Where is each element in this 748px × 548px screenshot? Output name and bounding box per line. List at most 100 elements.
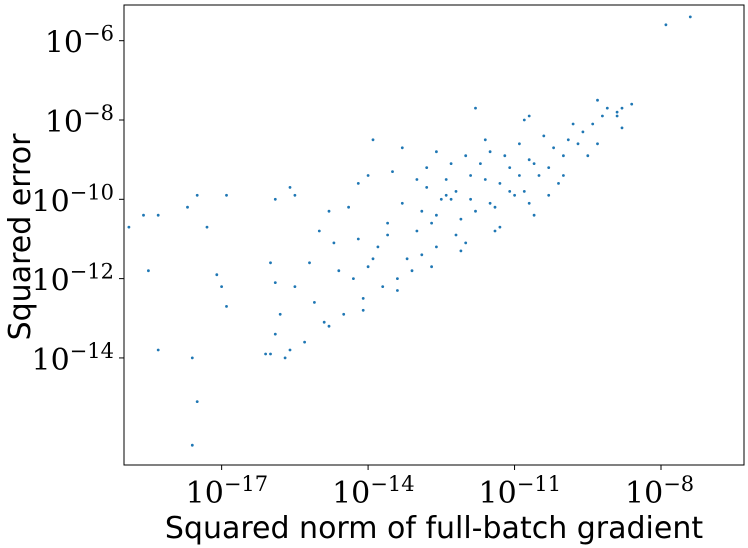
data-point-49 (415, 229, 419, 233)
data-point-34 (366, 174, 370, 177)
data-point-91 (557, 182, 560, 185)
data-point-68 (537, 174, 541, 177)
data-point-26 (278, 312, 282, 316)
data-point-69 (562, 154, 565, 158)
data-point-13 (156, 213, 160, 217)
data-point-51 (444, 193, 448, 197)
data-point-42 (332, 241, 336, 245)
data-point-92 (469, 174, 472, 177)
data-point-71 (586, 154, 590, 158)
data-point-89 (605, 106, 609, 110)
data-point-27 (156, 348, 160, 352)
data-point-101 (518, 142, 521, 146)
data-point-43 (308, 261, 311, 265)
data-point-18 (215, 273, 219, 277)
data-point-64 (522, 190, 526, 193)
data-point-99 (352, 277, 355, 280)
data-point-83 (283, 356, 287, 360)
data-point-113 (522, 118, 526, 122)
data-point-128 (562, 174, 565, 177)
data-point-115 (508, 190, 512, 193)
data-point-76 (435, 245, 438, 249)
data-point-124 (430, 265, 433, 269)
data-point-10 (225, 193, 228, 197)
data-point-60 (601, 114, 604, 118)
data-point-5 (596, 98, 599, 102)
data-point-95 (532, 213, 536, 217)
data-point-130 (615, 110, 619, 114)
data-point-31 (327, 209, 331, 213)
data-point-85 (400, 201, 404, 205)
data-point-77 (410, 269, 414, 273)
data-point-15 (205, 225, 209, 229)
data-point-0 (688, 15, 692, 19)
data-point-9 (273, 197, 277, 201)
data-point-112 (483, 138, 487, 142)
data-point-88 (542, 134, 546, 138)
data-point-129 (596, 142, 599, 146)
data-point-111 (269, 352, 272, 356)
data-point-122 (361, 308, 365, 312)
data-point-87 (503, 154, 507, 158)
data-point-110 (273, 332, 277, 336)
data-point-28 (190, 356, 194, 360)
data-point-53 (469, 197, 472, 201)
data-point-84 (264, 352, 267, 356)
data-point-19 (220, 285, 224, 288)
data-point-46 (386, 233, 389, 237)
data-point-96 (498, 225, 502, 229)
data-point-33 (356, 182, 360, 185)
data-point-107 (415, 178, 419, 181)
data-point-114 (449, 162, 453, 166)
data-point-116 (547, 193, 551, 197)
data-point-67 (474, 209, 477, 213)
y-tick-label-3: 10−12 (31, 260, 114, 299)
data-point-35 (371, 138, 375, 142)
data-point-74 (488, 201, 492, 205)
data-point-126 (493, 229, 497, 233)
data-point-97 (464, 241, 468, 245)
x-tick-label-1: 10−14 (332, 472, 415, 511)
y-tick-label-4: 10−14 (31, 339, 114, 378)
data-point-94 (391, 170, 394, 174)
data-point-123 (396, 289, 399, 292)
data-point-48 (430, 221, 433, 225)
data-point-21 (273, 281, 277, 284)
data-point-12 (186, 205, 189, 209)
data-point-104 (620, 126, 624, 130)
data-point-61 (591, 122, 595, 126)
data-point-40 (405, 257, 409, 261)
data-point-120 (288, 348, 292, 352)
data-point-70 (576, 142, 580, 146)
data-point-62 (518, 174, 521, 177)
data-point-121 (327, 324, 331, 328)
data-point-82 (303, 340, 306, 344)
data-point-22 (317, 229, 321, 233)
data-point-127 (527, 201, 531, 205)
y-axis-label: Squared error (3, 133, 38, 340)
data-point-50 (449, 197, 453, 201)
data-point-109 (313, 301, 316, 304)
data-point-44 (293, 285, 297, 288)
data-point-20 (269, 261, 272, 265)
y-axis-ticks: 10−6 10−8 10−10 10−12 10−14 (31, 22, 124, 378)
data-point-81 (322, 320, 326, 324)
data-point-80 (342, 312, 346, 316)
x-axis-label: Squared norm of full-batch gradient (165, 511, 703, 546)
data-point-75 (454, 233, 458, 237)
data-point-73 (513, 193, 516, 197)
data-point-66 (459, 217, 463, 221)
data-point-98 (420, 253, 424, 257)
data-point-59 (581, 130, 585, 134)
data-points (127, 15, 692, 447)
data-point-102 (488, 150, 492, 154)
data-point-100 (366, 265, 370, 269)
x-axis-ticks: 10−17 10−14 10−11 10−8 (186, 465, 694, 511)
data-point-54 (483, 178, 487, 181)
data-point-117 (435, 213, 438, 217)
data-point-57 (552, 146, 555, 150)
data-point-125 (459, 249, 463, 253)
data-point-29 (195, 400, 199, 403)
data-point-3 (630, 102, 634, 106)
data-point-47 (420, 209, 424, 213)
